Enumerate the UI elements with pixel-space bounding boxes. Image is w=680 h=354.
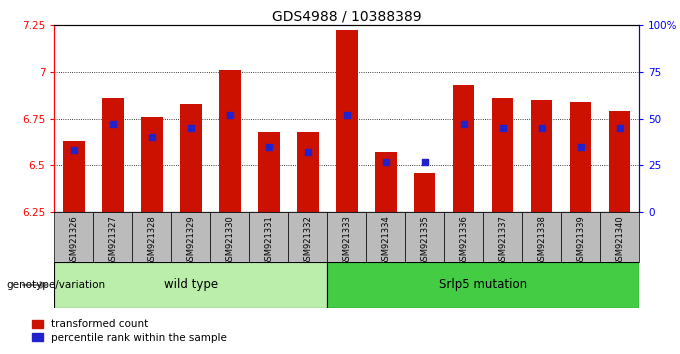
Bar	[483, 212, 522, 262]
Bar	[297, 132, 318, 212]
Title: GDS4988 / 10388389: GDS4988 / 10388389	[272, 10, 422, 24]
Text: genotype/variation: genotype/variation	[7, 280, 106, 290]
Text: GSM921337: GSM921337	[498, 215, 507, 266]
Bar	[405, 212, 444, 262]
Text: GSM921326: GSM921326	[69, 215, 78, 266]
Text: GSM921335: GSM921335	[420, 215, 429, 266]
Point	[224, 112, 235, 118]
Point	[146, 135, 157, 140]
Point	[575, 144, 586, 149]
Bar	[210, 212, 250, 262]
Text: GSM921327: GSM921327	[108, 215, 118, 266]
Bar	[414, 173, 435, 212]
Point	[186, 125, 197, 131]
Text: GSM921340: GSM921340	[615, 215, 624, 266]
Bar	[453, 85, 475, 212]
Bar	[93, 212, 133, 262]
Bar	[250, 212, 288, 262]
Bar	[367, 212, 405, 262]
Bar	[609, 111, 630, 212]
Bar	[570, 102, 592, 212]
Bar	[54, 262, 327, 308]
Text: GSM921329: GSM921329	[186, 215, 195, 266]
Point	[107, 121, 118, 127]
Text: GSM921333: GSM921333	[342, 215, 352, 266]
Point	[341, 112, 352, 118]
Bar	[444, 212, 483, 262]
Point	[537, 125, 547, 131]
Bar	[258, 132, 279, 212]
Bar	[522, 212, 561, 262]
Text: GSM921328: GSM921328	[148, 215, 156, 266]
Text: GSM921338: GSM921338	[537, 215, 546, 266]
Bar	[180, 104, 201, 212]
Point	[303, 149, 313, 155]
Bar	[141, 117, 163, 212]
Bar	[219, 70, 241, 212]
Text: GSM921336: GSM921336	[459, 215, 469, 266]
Text: Srlp5 mutation: Srlp5 mutation	[439, 279, 527, 291]
Point	[497, 125, 508, 131]
Point	[69, 148, 80, 153]
Bar	[171, 212, 210, 262]
Bar	[327, 262, 639, 308]
Legend: transformed count, percentile rank within the sample: transformed count, percentile rank withi…	[33, 319, 227, 343]
Bar	[375, 152, 396, 212]
Bar	[600, 212, 639, 262]
Point	[263, 144, 274, 149]
Bar	[102, 98, 124, 212]
Bar	[336, 30, 358, 212]
Bar	[492, 98, 513, 212]
Bar	[54, 212, 93, 262]
Bar	[327, 212, 367, 262]
Bar	[561, 212, 600, 262]
Bar	[288, 212, 327, 262]
Text: GSM921339: GSM921339	[576, 215, 585, 266]
Bar	[133, 212, 171, 262]
Text: GSM921334: GSM921334	[381, 215, 390, 266]
Bar	[531, 100, 552, 212]
Point	[458, 121, 469, 127]
Point	[420, 159, 430, 165]
Point	[614, 125, 625, 131]
Text: GSM921331: GSM921331	[265, 215, 273, 266]
Text: wild type: wild type	[164, 279, 218, 291]
Bar	[63, 141, 84, 212]
Text: GSM921332: GSM921332	[303, 215, 312, 266]
Text: GSM921330: GSM921330	[225, 215, 235, 266]
Point	[380, 159, 391, 165]
